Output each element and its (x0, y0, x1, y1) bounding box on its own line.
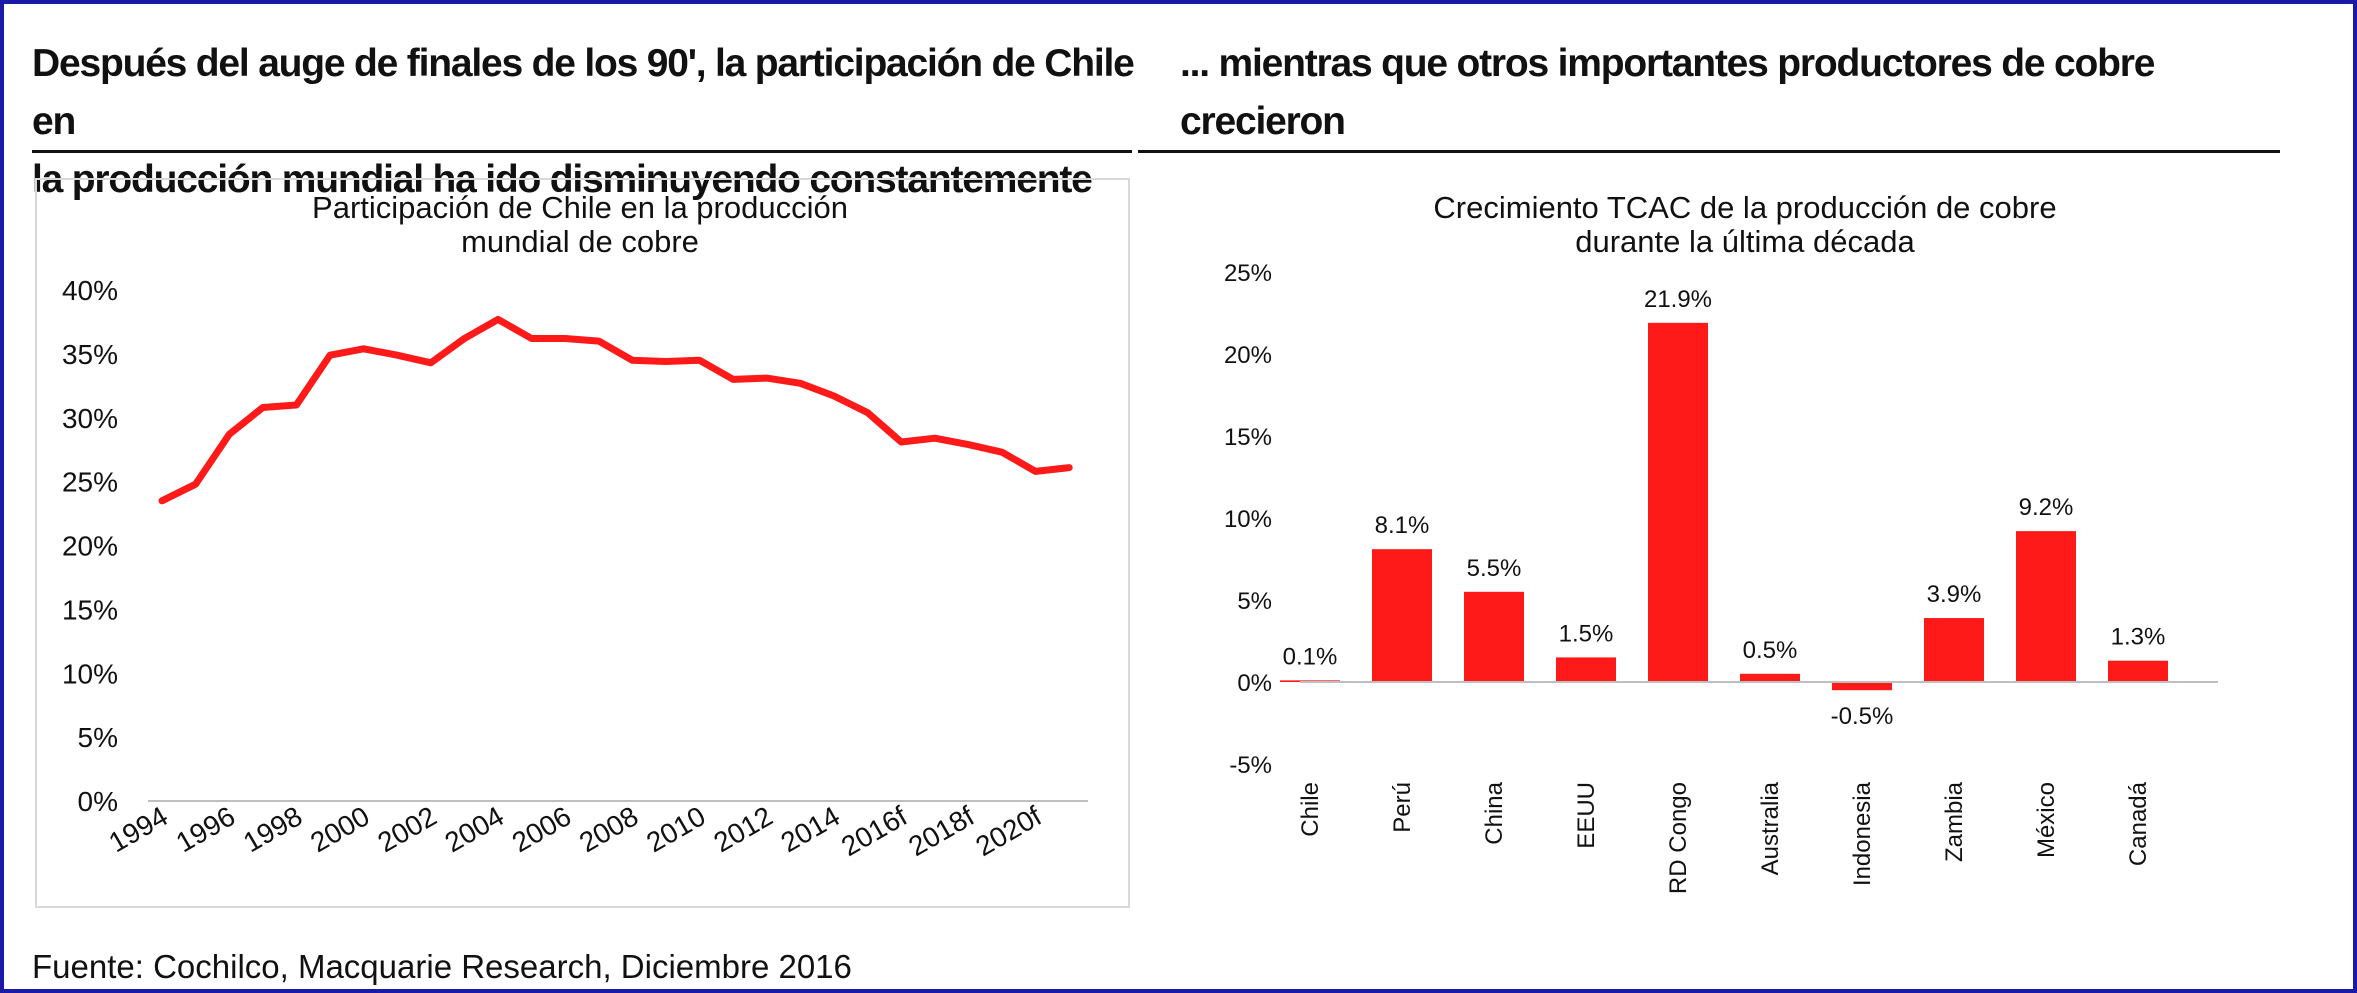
bar (1464, 591, 1524, 682)
line-x-tick-label: 2010 (641, 800, 710, 858)
line-x-tick-label: 2000 (305, 800, 374, 858)
bar-chart-title-line2: durante la última década (1575, 224, 1915, 259)
bar-category-label: Chile (1297, 782, 1324, 837)
line-x-tick-label: 2004 (440, 800, 509, 858)
line-y-tick-label: 35% (62, 339, 118, 370)
bar-y-tick-label: 10% (1224, 506, 1272, 533)
line-series-chile-share (158, 315, 1073, 505)
line-chart-title-line2: mundial de cobre (461, 224, 699, 259)
line-x-tick-label: 2020f (970, 800, 1046, 862)
line-y-tick-label: 40% (62, 275, 118, 306)
bar-y-tick-label: 15% (1224, 424, 1272, 451)
line-chart-title-line1: Participación de Chile en la producción (312, 190, 848, 225)
bar (1832, 682, 1892, 691)
bar (1740, 673, 1800, 682)
bar-data-label: 21.9% (1644, 286, 1712, 313)
bar (1556, 657, 1616, 682)
bar-y-tick-label: 20% (1224, 342, 1272, 369)
bar-y-tick-label: 25% (1224, 260, 1272, 287)
line-x-tick-label: 1996 (171, 800, 240, 858)
line-x-tick-label: 2006 (507, 800, 576, 858)
source-note: Fuente: Cochilco, Macquarie Research, Di… (32, 948, 852, 985)
line-y-tick-label: 30% (62, 403, 118, 434)
line-x-tick-label: 2016f (836, 800, 912, 862)
bar (1924, 618, 1984, 682)
bar-data-label: 3.9% (1927, 581, 1982, 608)
line-x-tick-label: 2018f (903, 800, 979, 862)
bar-category-label: EEUU (1573, 782, 1600, 849)
right-heading-rule (1138, 150, 2280, 153)
bar-data-label: 9.2% (2019, 494, 2074, 521)
line-x-tick-label: 2012 (708, 800, 777, 858)
bar (1372, 549, 1432, 682)
bar-data-label: 8.1% (1375, 512, 1430, 539)
bar-data-label: 1.5% (1559, 620, 1614, 647)
line-y-tick-label: 0% (78, 786, 118, 817)
right-panel-heading: ... mientras que otros importantes produ… (1180, 42, 2155, 143)
line-x-tick-label: 2002 (372, 800, 441, 858)
bar-category-label: Canadá (2125, 781, 2152, 866)
line-y-tick-label: 25% (62, 467, 118, 498)
bar-data-label: -0.5% (1831, 703, 1894, 730)
bar-y-tick-label: 0% (1237, 670, 1272, 697)
bar-data-label: 1.3% (2111, 624, 2166, 651)
bar-y-tick-label: -5% (1229, 752, 1272, 779)
bar-data-label: 0.1% (1283, 643, 1338, 670)
bar-category-label: Indonesia (1849, 781, 1876, 886)
bar-chart-title-line1: Crecimiento TCAC de la producción de cob… (1433, 190, 2056, 225)
bar-category-label: Zambia (1941, 781, 1968, 862)
line-y-tick-label: 10% (62, 658, 118, 689)
bar-data-label: 5.5% (1467, 555, 1522, 582)
line-x-tick-label: 2008 (574, 800, 643, 858)
bar-category-label: Australia (1757, 781, 1784, 875)
line-chart-frame (35, 178, 1130, 908)
bar-category-label: China (1481, 781, 1508, 844)
line-y-tick-label: 15% (62, 594, 118, 625)
line-y-tick-label: 20% (62, 531, 118, 562)
line-x-tick-label: 1998 (238, 800, 307, 858)
bar-chart: Crecimiento TCAC de la producción de cob… (1224, 190, 2218, 894)
bar (2016, 531, 2076, 682)
bar-category-label: Perú (1389, 782, 1416, 833)
bar-y-tick-label: 5% (1237, 588, 1272, 615)
left-heading-rule (32, 150, 1132, 153)
line-x-tick-label: 2014 (776, 800, 845, 858)
bar-category-label: RD Congo (1665, 782, 1692, 894)
bar-category-label: México (2033, 782, 2060, 858)
line-chart: Participación de Chile en la producción … (62, 190, 1088, 862)
bar (1648, 322, 1708, 682)
bar-data-label: 0.5% (1743, 637, 1798, 664)
line-y-tick-label: 5% (78, 722, 118, 753)
bar (2108, 660, 2168, 682)
